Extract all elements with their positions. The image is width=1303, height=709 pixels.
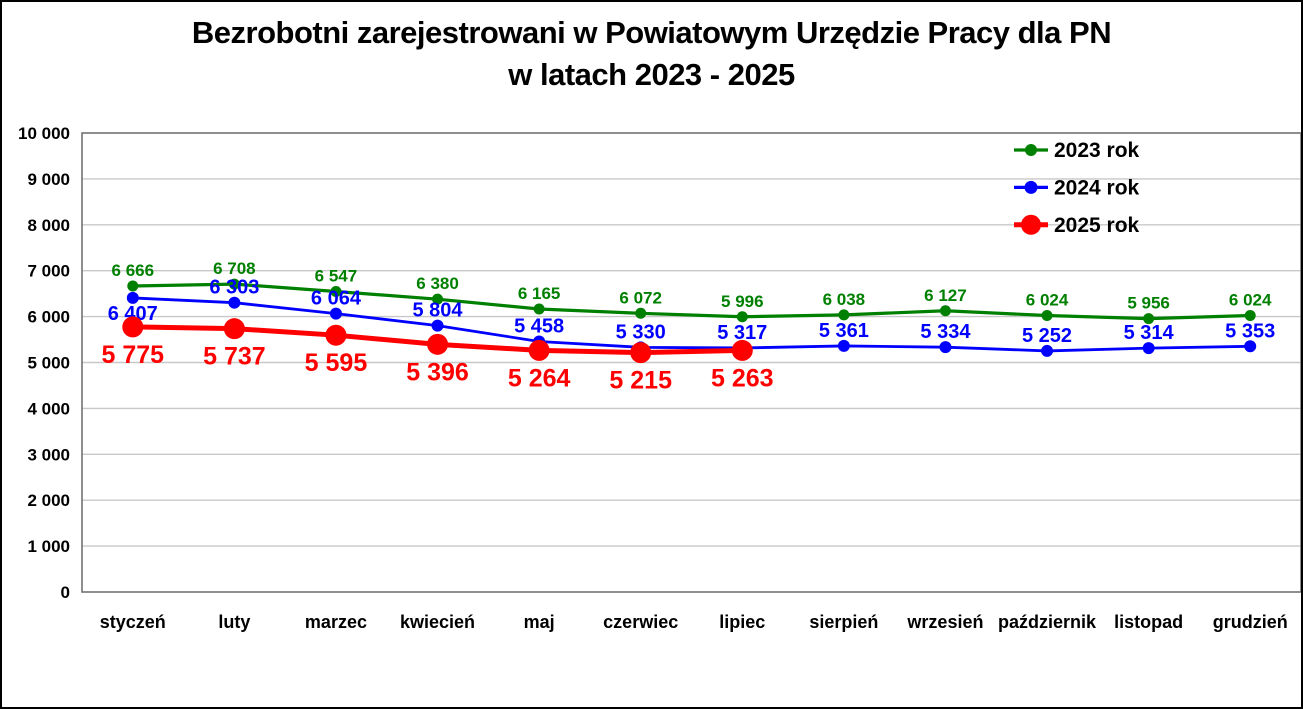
y-axis-tick-label: 8 000: [27, 216, 70, 235]
data-label: 6 165: [518, 284, 561, 303]
data-point: [838, 309, 850, 321]
series-line-2024-rok: [132, 296, 1251, 353]
data-label: 6 708: [213, 259, 256, 278]
data-label: 5 317: [717, 322, 767, 344]
data-point: [528, 339, 550, 361]
data-label: 5 334: [920, 321, 971, 343]
series-line-2023-rok: [132, 282, 1251, 321]
data-point: [1041, 309, 1053, 321]
data-point: [1142, 342, 1155, 355]
data-label: 6 380: [416, 274, 459, 293]
legend-marker-dot: [1021, 214, 1041, 235]
y-axis-tick-label: 1 000: [27, 537, 70, 556]
data-point: [1244, 309, 1256, 321]
data-label: 5 314: [1124, 322, 1175, 344]
data-label: 6 064: [311, 288, 362, 310]
data-point: [126, 291, 139, 304]
y-axis-tick-label: 4 000: [27, 399, 70, 418]
data-label: 6 407: [108, 303, 158, 325]
data-label: 6 038: [823, 290, 866, 309]
x-axis-label: sierpień: [809, 612, 878, 632]
x-axis-label: czerwiec: [603, 612, 678, 632]
y-axis-tick-label: 5 000: [27, 354, 70, 373]
data-point: [1143, 313, 1155, 325]
data-point: [127, 280, 139, 292]
data-point: [731, 339, 753, 361]
data-point: [939, 305, 951, 317]
data-label: 5 252: [1022, 325, 1072, 347]
data-point: [635, 307, 647, 319]
y-axis-tick-label: 10 000: [18, 124, 70, 143]
data-label: 6 127: [924, 286, 967, 305]
data-point: [1041, 344, 1054, 357]
plot-border: [81, 132, 1301, 593]
data-label: 5 775: [102, 341, 165, 369]
x-axis-label: grudzień: [1213, 612, 1288, 632]
y-axis-tick-label: 3 000: [27, 445, 70, 464]
data-point: [533, 303, 545, 315]
data-point: [427, 333, 449, 355]
data-label: 5 330: [616, 321, 666, 343]
chart-title: Bezrobotni zarejestrowani w Powiatowym U…: [2, 12, 1301, 96]
data-label: 5 956: [1127, 294, 1170, 313]
data-label: 6 547: [315, 266, 358, 285]
x-axis-label: wrzesień: [906, 612, 983, 632]
data-point: [432, 293, 444, 305]
y-axis-tick-label: 7 000: [27, 262, 70, 281]
data-label: 6 666: [112, 261, 155, 280]
data-label: 6 024: [1229, 290, 1272, 309]
y-axis-tick-label: 2 000: [27, 491, 70, 510]
data-label: 6 024: [1026, 290, 1069, 309]
data-label: 5 737: [203, 343, 266, 371]
x-axis-label: listopad: [1114, 612, 1183, 632]
data-label: 5 215: [609, 367, 672, 395]
data-label: 5 361: [819, 320, 869, 342]
data-label: 5 996: [721, 292, 764, 311]
x-axis-label: lipiec: [719, 612, 765, 632]
data-point: [837, 339, 850, 352]
data-label: 6 303: [209, 277, 259, 299]
x-axis-label: luty: [218, 612, 250, 632]
data-point: [122, 316, 144, 338]
data-point: [939, 341, 952, 354]
data-point: [431, 319, 444, 332]
data-point: [228, 278, 240, 290]
x-axis-label: styczeń: [100, 612, 166, 632]
data-point: [630, 342, 652, 364]
data-point: [736, 311, 748, 323]
data-point: [228, 296, 241, 309]
data-label: 5 396: [406, 358, 469, 386]
data-point: [1244, 340, 1257, 353]
data-point: [330, 285, 342, 297]
data-point: [325, 324, 347, 346]
x-axis-label: maj: [524, 612, 555, 632]
y-axis-tick-label: 9 000: [27, 170, 70, 189]
x-axis-label: kwiecień: [400, 612, 475, 632]
chart-title-line1: Bezrobotni zarejestrowani w Powiatowym U…: [191, 15, 1112, 50]
legend-item-label: 2023 rok: [1054, 139, 1140, 162]
data-label: 5 264: [508, 364, 571, 392]
chart-title-line2: w latach 2023 - 2025: [508, 57, 795, 92]
x-axis-label: marzec: [305, 612, 367, 632]
legend-marker-dot: [1025, 144, 1037, 156]
legend-item-label: 2024 rok: [1054, 176, 1140, 199]
legend-item-label: 2025 rok: [1054, 214, 1140, 237]
data-label: 5 458: [514, 315, 564, 337]
data-label: 5 353: [1225, 320, 1275, 342]
data-point: [329, 307, 342, 320]
legend-marker-dot: [1024, 180, 1038, 194]
data-label: 6 072: [619, 288, 662, 307]
data-point: [223, 318, 245, 340]
y-axis-tick-label: 0: [61, 583, 70, 602]
data-label: 5 263: [711, 364, 774, 392]
x-axis-label: październik: [998, 612, 1097, 632]
y-axis-tick-label: 6 000: [27, 308, 70, 327]
data-label: 5 595: [305, 349, 368, 377]
data-label: 5 804: [413, 300, 464, 322]
